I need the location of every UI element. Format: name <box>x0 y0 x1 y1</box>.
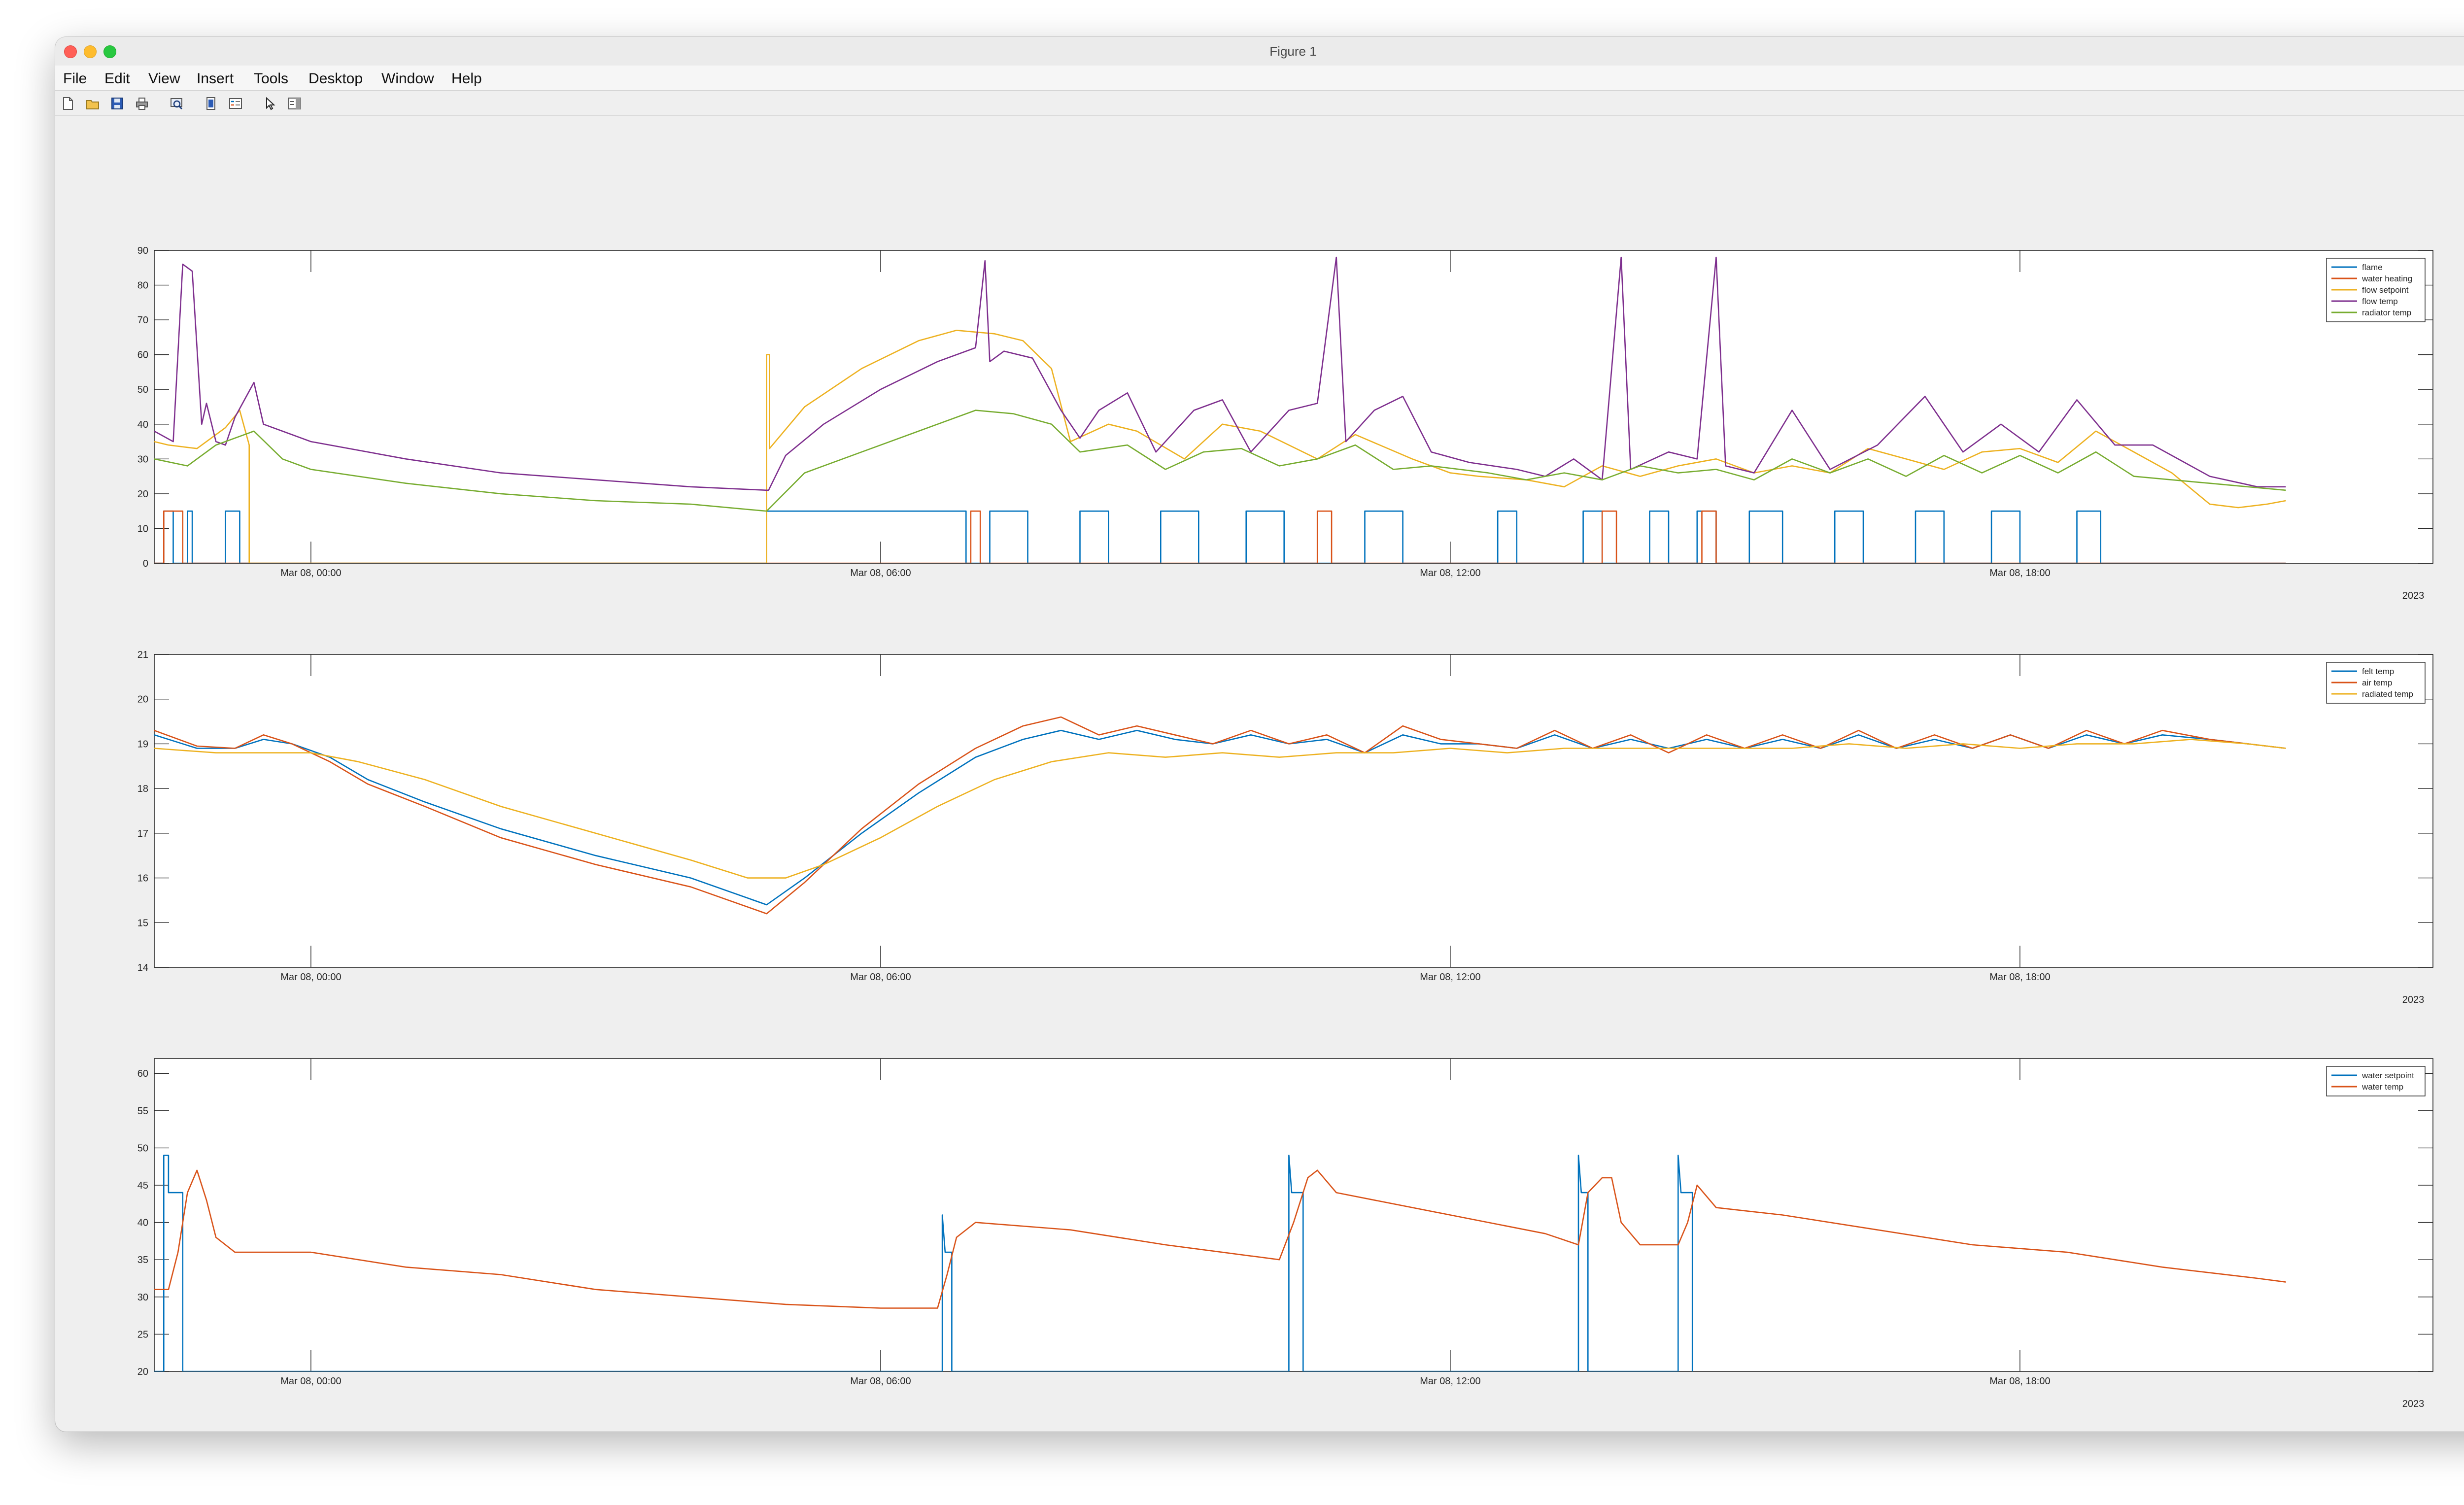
legend: flame water heating flow setpoint flow temp… <box>2326 258 2426 322</box>
close-window-button[interactable] <box>64 45 77 58</box>
menu-tools[interactable]: Tools <box>254 70 289 87</box>
series-line-radiator-temp <box>154 410 2286 512</box>
open-file-icon[interactable] <box>86 97 100 110</box>
x-tick-label: Mar 08, 00:00 <box>280 972 341 983</box>
y-tick-label: 21 <box>137 650 148 660</box>
x-year-label: 2023 <box>2402 590 2425 601</box>
series-line-water-setpoint <box>154 1155 1693 1371</box>
legend-label: water temp <box>2361 1082 2403 1092</box>
x-tick-label: Mar 08, 12:00 <box>1420 1376 1480 1387</box>
series-line-flow-temp <box>154 256 2286 491</box>
series-line-water-temp <box>154 1169 2286 1309</box>
legend: water setpoint water temp <box>2326 1066 2426 1096</box>
x-tick-label: Mar 08, 12:00 <box>1420 972 1480 983</box>
x-tick-label: Mar 08, 06:00 <box>850 972 911 983</box>
legend-label: flow temp <box>2362 297 2398 306</box>
axes-box <box>154 1058 2433 1372</box>
series-line-water-heating <box>154 510 2286 563</box>
y-tick-label: 30 <box>137 1292 148 1303</box>
y-tick-label: 60 <box>137 1068 148 1079</box>
legend-label: radiated temp <box>2362 689 2413 699</box>
y-tick-label: 70 <box>137 315 148 326</box>
edit-plot-icon[interactable] <box>263 97 277 110</box>
menu-desktop[interactable]: Desktop <box>308 70 363 87</box>
y-tick-label: 45 <box>137 1180 148 1191</box>
legend-box <box>2326 258 2426 322</box>
axes-box <box>154 654 2433 968</box>
axes-box <box>154 250 2433 564</box>
figure-canvas: 0 10 20 30 40 50 60 70 80 90 Mar 08, 00:00 Mar 08, … <box>137 245 2433 1409</box>
y-tick-label: 50 <box>137 384 148 395</box>
menu-insert[interactable]: Insert <box>197 70 234 87</box>
y-tick-label: 35 <box>137 1255 148 1266</box>
y-tick-label: 16 <box>137 873 148 884</box>
x-tick-label: Mar 08, 18:00 <box>1989 1376 2050 1387</box>
y-tick-label: 0 <box>143 558 148 569</box>
window-title: Figure 1 <box>1269 44 1317 59</box>
y-tick-label: 20 <box>137 694 148 705</box>
print-icon[interactable] <box>135 97 149 110</box>
x-year-label: 2023 <box>2402 1399 2425 1409</box>
x-tick-label: Mar 08, 18:00 <box>1989 972 2050 983</box>
legend-label: air temp <box>2362 678 2392 687</box>
figure-toolbar <box>55 91 2464 116</box>
y-tick-label: 80 <box>137 280 148 291</box>
title-bar: Figure 1 <box>55 37 2464 66</box>
y-tick-label: 19 <box>137 739 148 750</box>
y-tick-label: 15 <box>137 918 148 928</box>
insert-legend-icon[interactable] <box>229 97 242 110</box>
print-preview-icon[interactable] <box>170 97 183 110</box>
menu-window[interactable]: Window <box>381 70 434 87</box>
x-tick-label: Mar 08, 00:00 <box>280 568 341 579</box>
legend: felt temp air temp radiated temp <box>2326 662 2426 704</box>
menu-help[interactable]: Help <box>451 70 482 87</box>
x-tick-label: Mar 08, 12:00 <box>1420 568 1480 579</box>
y-tick-label: 20 <box>137 489 148 500</box>
legend-label: flow setpoint <box>2362 285 2409 295</box>
y-tick-label: 40 <box>137 419 148 430</box>
x-tick-label: Mar 08, 06:00 <box>850 1376 911 1387</box>
menu-view[interactable]: View <box>148 70 180 87</box>
menu-file[interactable]: File <box>63 70 87 87</box>
legend-label: radiator temp <box>2362 308 2411 317</box>
y-tick-label: 25 <box>137 1329 148 1340</box>
link-plot-icon[interactable] <box>204 97 218 110</box>
y-tick-label: 14 <box>137 962 148 973</box>
zoom-window-button[interactable] <box>103 45 116 58</box>
x-tick-label: Mar 08, 06:00 <box>850 568 911 579</box>
subplot-3: 20 25 30 35 40 45 50 55 60 Mar 08, 00:00 Mar 08, 0… <box>137 1058 2433 1409</box>
menu-edit[interactable]: Edit <box>104 70 130 87</box>
series-line-air-temp <box>154 716 2286 915</box>
legend-box <box>2326 1066 2426 1096</box>
x-tick-label: Mar 08, 18:00 <box>1989 568 2050 579</box>
subplot-2: 14 15 16 17 18 19 20 21 Mar 08, 00:00 Mar 08, 06:… <box>137 650 2433 1005</box>
series-line-felt-temp <box>154 729 2286 906</box>
new-figure-icon[interactable] <box>61 97 75 110</box>
minimize-window-button[interactable] <box>84 45 97 58</box>
legend-label: felt temp <box>2362 667 2394 676</box>
figure-window: Figure 1 File Edit View Insert Tools Des… <box>55 37 2464 1432</box>
legend-label: flame <box>2362 263 2383 272</box>
y-tick-label: 60 <box>137 350 148 361</box>
y-tick-label: 30 <box>137 454 148 465</box>
series-line-radiated-temp <box>154 739 2286 879</box>
menu-bar: File Edit View Insert Tools Desktop Wind… <box>55 66 2464 91</box>
y-tick-label: 17 <box>137 828 148 839</box>
x-tick-label: Mar 08, 00:00 <box>280 1376 341 1387</box>
subplot-1: 0 10 20 30 40 50 60 70 80 90 Mar 08, 00:00 Mar 08, … <box>137 245 2433 601</box>
y-tick-label: 20 <box>137 1367 148 1377</box>
save-icon[interactable] <box>110 97 124 110</box>
property-inspector-icon[interactable] <box>288 97 302 110</box>
y-tick-label: 10 <box>137 523 148 534</box>
x-year-label: 2023 <box>2402 994 2425 1005</box>
y-tick-label: 50 <box>137 1143 148 1154</box>
series-line-flow-setpoint <box>154 330 2286 563</box>
y-tick-label: 90 <box>137 245 148 256</box>
y-tick-label: 40 <box>137 1218 148 1229</box>
legend-label: water heating <box>2361 274 2412 283</box>
y-tick-label: 18 <box>137 784 148 794</box>
y-tick-label: 55 <box>137 1106 148 1117</box>
legend-label: water setpoint <box>2361 1071 2414 1080</box>
